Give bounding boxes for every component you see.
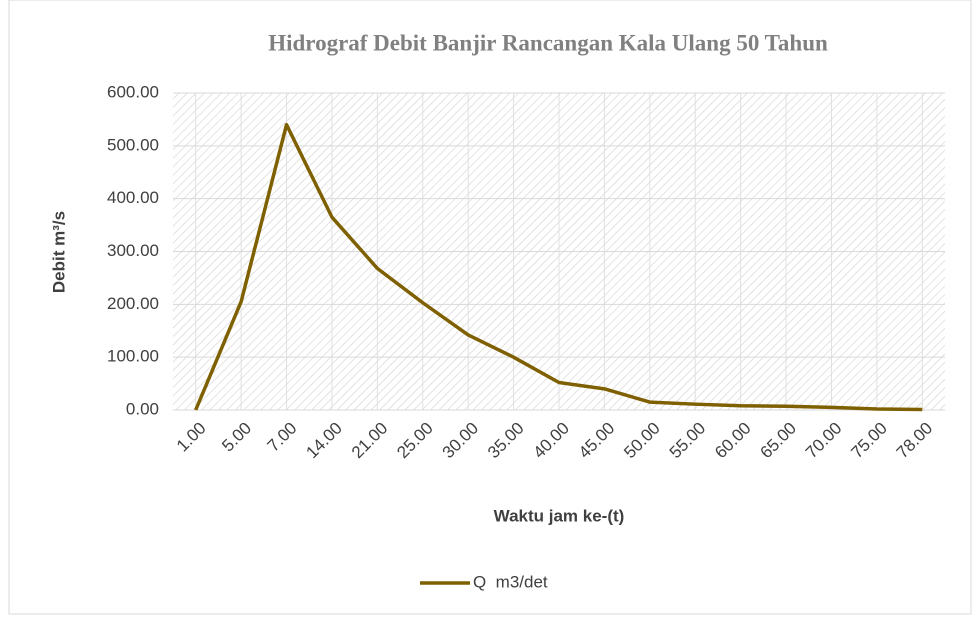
x-tick-label: 75.00 — [847, 419, 891, 463]
y-tick-label: 500.00 — [107, 135, 159, 154]
chart-title: Hidrograf Debit Banjir Rancangan Kala Ul… — [268, 30, 828, 55]
x-tick-label: 55.00 — [666, 419, 710, 463]
y-axis-title: Debit m³/s — [49, 211, 68, 293]
x-axis-title: Waktu jam ke-(t) — [494, 506, 625, 525]
x-tick-label: 25.00 — [393, 419, 437, 463]
x-tick-label: 70.00 — [802, 419, 846, 463]
y-tick-label: 400.00 — [107, 188, 159, 207]
y-tick-label: 600.00 — [107, 82, 159, 101]
x-tick-label: 40.00 — [529, 419, 573, 463]
y-tick-label: 0.00 — [126, 399, 159, 418]
x-tick-label: 35.00 — [484, 419, 528, 463]
x-tick-label: 7.00 — [264, 419, 301, 456]
x-tick-label: 5.00 — [218, 419, 255, 456]
y-tick-label: 200.00 — [107, 294, 159, 313]
x-tick-label: 14.00 — [302, 419, 346, 463]
x-tick-label: 1.00 — [173, 419, 210, 456]
x-tick-label: 30.00 — [439, 419, 483, 463]
x-tick-label: 21.00 — [348, 419, 392, 463]
legend-label: Q m3/det — [473, 572, 548, 591]
x-tick-label: 60.00 — [711, 419, 755, 463]
x-tick-label: 50.00 — [620, 419, 664, 463]
y-tick-label: 100.00 — [107, 347, 159, 366]
x-tick-label: 45.00 — [575, 419, 619, 463]
x-tick-label: 78.00 — [893, 419, 937, 463]
series-line — [194, 122, 923, 412]
chart-border — [8, 0, 972, 615]
y-tick-label: 300.00 — [107, 241, 159, 260]
x-tick-label: 65.00 — [757, 419, 801, 463]
